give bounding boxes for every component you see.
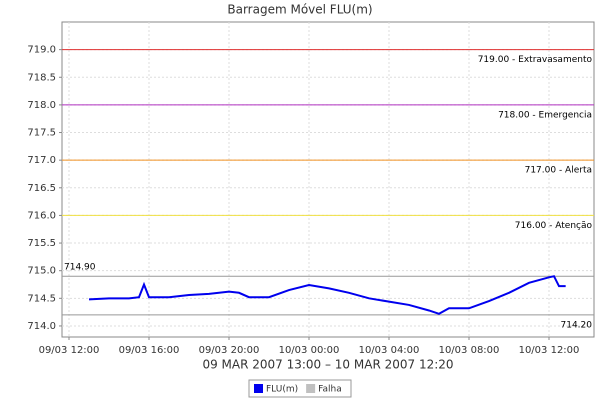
y-tick-label: 718.5 [27,72,56,83]
x-tick-label: 09/03 12:00 [39,345,100,356]
y-tick-label: 717.5 [27,128,56,139]
data-line [88,275,566,315]
threshold-label: 714.90 [64,263,96,273]
x-tick-label: 10/03 08:00 [439,345,500,356]
legend-label: Falha [318,385,342,395]
y-tick-label: 716.0 [27,210,56,221]
threshold-label: 719.00 - Extravasamento [478,55,593,65]
y-tick-label: 718.0 [27,100,56,111]
x-tick-label: 10/03 12:00 [519,345,580,356]
legend: FLU(m) Falha [248,379,352,398]
threshold-label: 717.00 - Alerta [525,166,592,176]
y-tick-label: 717.0 [27,155,56,166]
y-tick-label: 716.5 [27,183,56,194]
threshold-label: 718.00 - Emergencia [498,110,592,120]
threshold-label: 716.00 - Atenção [515,221,593,231]
legend-label: FLU(m) [266,385,298,395]
x-axis-label: 09 MAR 2007 13:00 – 10 MAR 2007 12:20 [202,358,453,372]
y-tick-label: 715.0 [27,266,56,277]
chart-title: Barragem Móvel FLU(m) [227,3,372,17]
plot-area [61,21,595,338]
legend-swatch [306,384,316,393]
threshold-label: 714.20 [561,320,593,330]
x-tick-label: 10/03 04:00 [359,345,420,356]
y-tick-label: 714.0 [27,321,56,332]
legend-box [248,379,352,398]
x-tick-label: 10/03 00:00 [279,345,340,356]
y-tick-label: 719.0 [27,45,56,56]
y-tick-label: 714.5 [27,293,56,304]
x-tick-label: 09/03 16:00 [119,345,180,356]
x-tick-label: 09/03 20:00 [199,345,260,356]
legend-swatch [254,384,263,393]
y-tick-label: 715.5 [27,238,56,249]
